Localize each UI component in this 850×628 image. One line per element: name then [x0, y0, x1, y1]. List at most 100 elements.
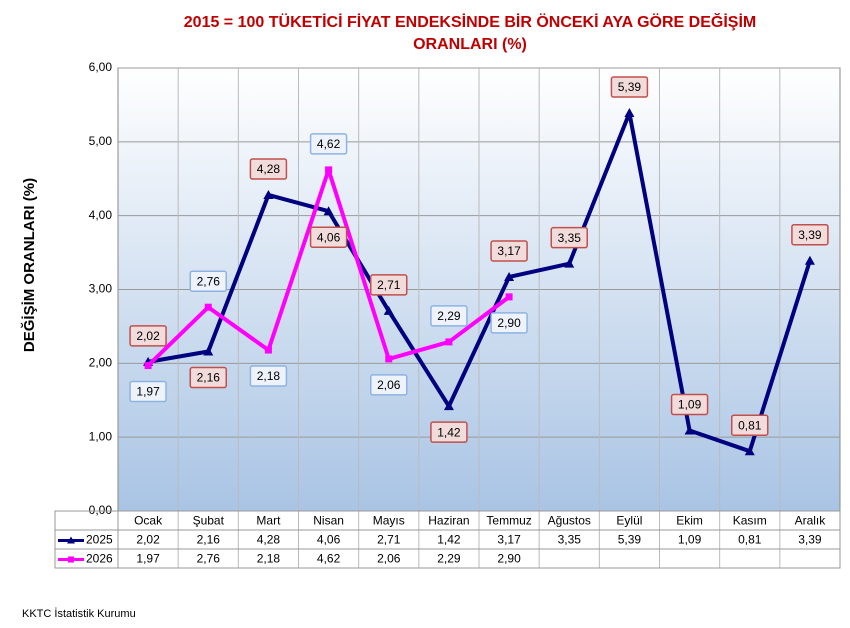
table-cell: 1,97 [136, 552, 160, 566]
data-label-box [249, 365, 288, 387]
marker [624, 108, 635, 118]
table-cell: 2,90 [497, 552, 521, 566]
data-label-box [309, 133, 348, 155]
x-tick-label: Ocak [134, 514, 163, 528]
table-cell: 3,17 [497, 533, 521, 547]
x-tick-label: Eylül [616, 514, 642, 528]
data-label: 4,62 [317, 137, 341, 151]
marker [504, 271, 515, 281]
x-tick-label: Aralık [795, 514, 827, 528]
data-label: 5,39 [618, 80, 642, 94]
data-label: 2,71 [377, 278, 401, 292]
x-tick-label: Şubat [193, 514, 225, 528]
table-cell: 2,06 [377, 552, 401, 566]
data-label-box [370, 374, 408, 396]
legend-label: 2026 [86, 552, 113, 566]
data-label-box [670, 393, 709, 416]
x-tick-label: Ağustos [548, 514, 591, 528]
x-tick-label: Mart [256, 514, 281, 528]
table-cell: 0,81 [738, 533, 762, 547]
y-tick-label: 2,00 [89, 356, 113, 370]
marker [325, 166, 333, 174]
marker [323, 206, 334, 216]
x-tick-label: Nisan [313, 514, 344, 528]
table-cell: 1,09 [678, 533, 702, 547]
x-tick-label: Kasım [733, 514, 767, 528]
marker [264, 346, 272, 354]
marker [383, 305, 394, 315]
marker [203, 346, 214, 356]
marker [263, 189, 274, 199]
y-tick-label: 4,00 [89, 208, 113, 222]
y-tick-label: 6,00 [89, 60, 113, 74]
data-label: 3,17 [497, 244, 521, 258]
data-label: 1,42 [437, 425, 461, 439]
legend-marker [68, 556, 74, 563]
data-label-box [129, 325, 167, 347]
table-cell: 2,76 [197, 552, 221, 566]
data-label-box [791, 223, 829, 246]
marker [804, 255, 815, 265]
data-label: 1,97 [136, 385, 160, 399]
chart-title: 2015 = 100 TÜKETİCİ FİYAT ENDEKSİNDE BİR… [183, 14, 757, 53]
table-cell: 3,39 [798, 533, 822, 547]
data-label-box [430, 305, 468, 327]
marker [204, 303, 212, 311]
data-label: 4,28 [257, 162, 281, 176]
marker [445, 338, 453, 346]
data-label-box [189, 366, 227, 389]
data-label-box [309, 226, 348, 248]
data-label: 3,39 [798, 228, 822, 242]
y-axis-label: DEĞİŞİM ORANLARI (%) [20, 178, 38, 352]
x-tick-label: Mayıs [373, 514, 405, 528]
y-tick-label: 3,00 [89, 282, 113, 296]
x-tick-label: Haziran [428, 514, 469, 528]
data-label-box [490, 240, 528, 262]
source: KKTC İstatistik Kurumu [22, 607, 136, 620]
marker [564, 258, 575, 268]
y-tick-label: 5,00 [89, 134, 113, 148]
data-label-box [249, 158, 288, 180]
y-tick-label: 1,00 [89, 429, 113, 443]
table-cell: 2,71 [377, 533, 401, 547]
table-cell: 4,28 [257, 533, 281, 547]
table-cell: 2,18 [257, 552, 281, 566]
x-tick-label: Ekim [676, 514, 703, 528]
data-label: 1,09 [678, 398, 702, 412]
table-cell: 5,39 [618, 533, 642, 547]
marker [505, 293, 513, 301]
data-label: 2,90 [497, 316, 521, 330]
table-cell: 3,35 [558, 533, 582, 547]
marker [443, 401, 454, 411]
data-label-box [370, 274, 408, 296]
y-tick-label: 0,00 [89, 503, 113, 517]
table-cell: 2,02 [136, 533, 160, 547]
table-cell: 4,06 [317, 533, 341, 547]
marker [684, 425, 695, 435]
marker [744, 446, 755, 456]
legend-marker [67, 536, 75, 544]
data-label: 2,76 [197, 274, 221, 288]
data-label: 3,35 [558, 231, 582, 245]
table-cell: 1,42 [437, 533, 461, 547]
data-label: 4,06 [317, 230, 341, 244]
x-tick-label: Temmuz [486, 514, 531, 528]
data-label-box [550, 226, 588, 249]
marker [144, 362, 152, 370]
data-label-box [731, 414, 769, 436]
legend-label: 2025 [86, 533, 113, 547]
marker [385, 355, 393, 363]
data-label-box [189, 270, 227, 292]
table-cell: 2,16 [197, 533, 221, 547]
data-label-box [490, 312, 528, 334]
series-line [147, 111, 812, 454]
data-label-box [610, 76, 649, 98]
table-cell: 2,29 [437, 552, 461, 566]
data-label: 2,06 [377, 378, 401, 392]
data-label: 2,02 [136, 329, 160, 343]
data-label-box [129, 380, 167, 403]
data-label: 2,29 [437, 309, 461, 323]
data-label-box [430, 421, 468, 443]
